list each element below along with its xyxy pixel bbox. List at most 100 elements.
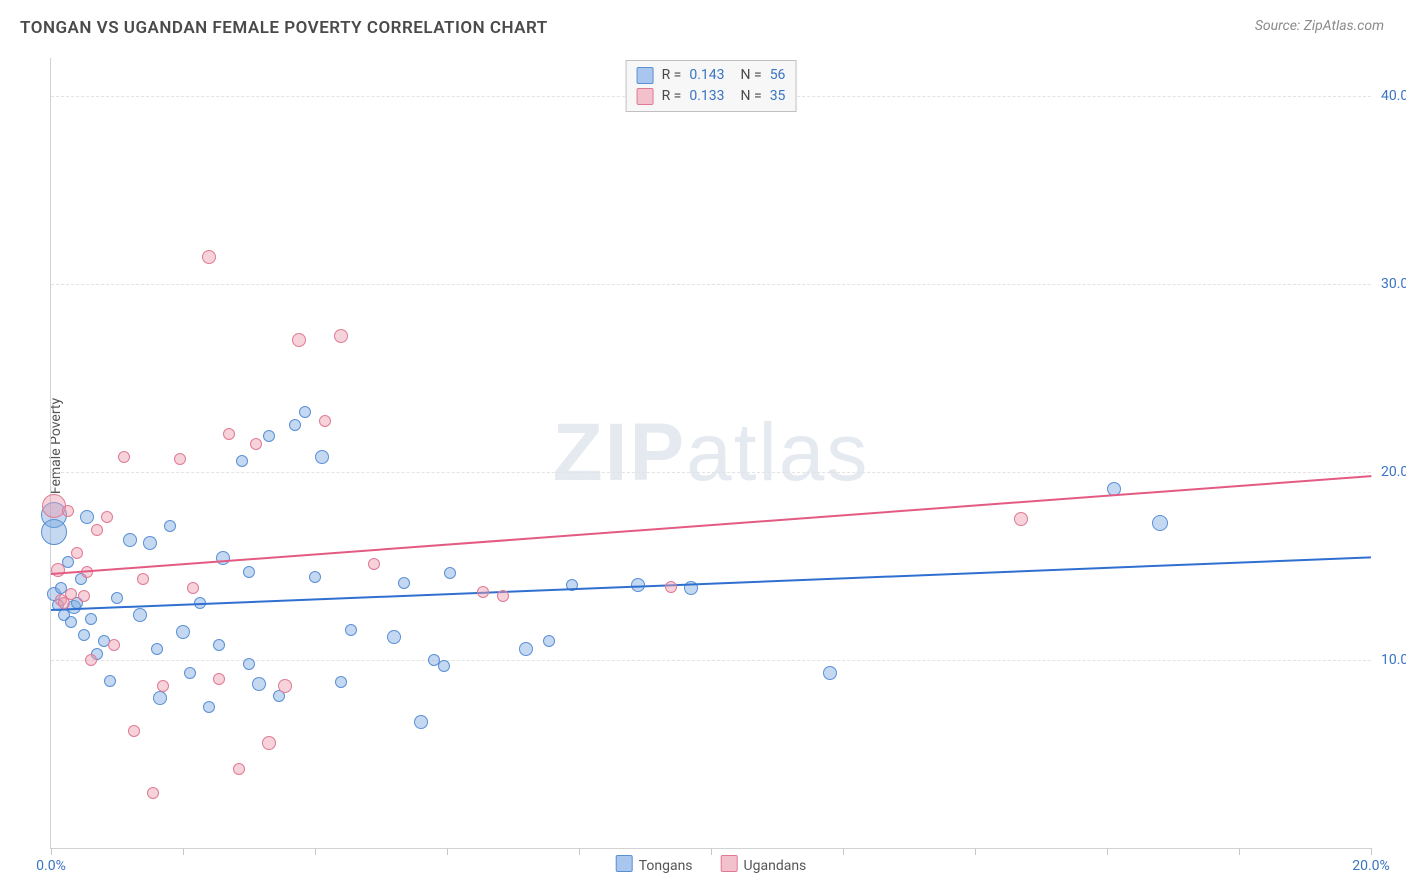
legend-n-label: N = — [741, 65, 762, 86]
trend-line — [51, 476, 1371, 576]
scatter-point — [252, 677, 266, 691]
gridline-horizontal — [51, 284, 1371, 285]
x-tick-label: 20.0% — [1352, 858, 1390, 874]
scatter-point — [543, 635, 555, 647]
legend-label: Ugandans — [744, 858, 807, 874]
scatter-point — [202, 250, 216, 264]
scatter-point — [278, 679, 292, 693]
scatter-point — [123, 533, 137, 547]
scatter-point — [335, 676, 347, 688]
legend-r-value: 0.143 — [689, 65, 724, 86]
scatter-point — [85, 654, 97, 666]
legend-swatch — [616, 855, 633, 872]
chart-plot-area: ZIPatlas 10.0%20.0%30.0%40.0%0.0%20.0%R … — [50, 58, 1371, 849]
scatter-point — [414, 715, 428, 729]
gridline-horizontal — [51, 472, 1371, 473]
legend-n-value: 35 — [770, 86, 786, 107]
scatter-point — [176, 625, 190, 639]
x-tick — [1107, 848, 1108, 855]
scatter-point — [315, 450, 329, 464]
scatter-point — [223, 428, 235, 440]
scatter-point — [153, 691, 167, 705]
x-tick-label: 0.0% — [36, 858, 66, 874]
legend-item: Ugandans — [721, 855, 807, 874]
scatter-point — [345, 624, 357, 636]
legend-swatch — [721, 855, 738, 872]
scatter-point — [151, 643, 163, 655]
scatter-point — [243, 566, 255, 578]
x-tick — [579, 848, 580, 855]
x-tick — [447, 848, 448, 855]
watermark: ZIPatlas — [553, 406, 870, 500]
legend-swatch — [637, 88, 654, 105]
scatter-point — [289, 419, 301, 431]
scatter-point — [143, 536, 157, 550]
scatter-point — [299, 406, 311, 418]
scatter-point — [233, 763, 245, 775]
legend-n-value: 56 — [770, 65, 786, 86]
scatter-point — [65, 588, 77, 600]
scatter-point — [62, 505, 74, 517]
scatter-point — [128, 725, 140, 737]
scatter-point — [216, 551, 230, 565]
scatter-point — [78, 629, 90, 641]
scatter-point — [444, 567, 456, 579]
scatter-point — [262, 736, 276, 750]
x-tick — [1371, 848, 1372, 855]
scatter-point — [101, 511, 113, 523]
scatter-point — [157, 680, 169, 692]
scatter-point — [85, 613, 97, 625]
x-tick — [315, 848, 316, 855]
legend-r-label: R = — [662, 86, 682, 107]
legend-item: Tongans — [616, 855, 693, 874]
source-label: Source: ZipAtlas.com — [1255, 18, 1384, 34]
correlation-legend: R =0.143N =56R =0.133N =35 — [626, 60, 797, 112]
scatter-point — [184, 667, 196, 679]
scatter-point — [164, 520, 176, 532]
y-tick-label: 40.0% — [1375, 88, 1406, 104]
y-tick-label: 30.0% — [1375, 276, 1406, 292]
scatter-point — [250, 438, 262, 450]
scatter-point — [398, 577, 410, 589]
scatter-point — [665, 581, 677, 593]
scatter-point — [438, 660, 450, 672]
scatter-point — [41, 519, 67, 545]
scatter-point — [203, 701, 215, 713]
scatter-point — [174, 453, 186, 465]
legend-row: R = 0.143 N = 56 — [637, 65, 786, 86]
x-tick — [975, 848, 976, 855]
y-tick-label: 10.0% — [1375, 652, 1406, 668]
scatter-point — [213, 639, 225, 651]
scatter-point — [519, 642, 533, 656]
scatter-point — [319, 415, 331, 427]
scatter-point — [236, 455, 248, 467]
scatter-point — [137, 573, 149, 585]
scatter-point — [108, 639, 120, 651]
legend-swatch — [637, 67, 654, 84]
scatter-point — [133, 608, 147, 622]
scatter-point — [823, 666, 837, 680]
scatter-point — [104, 675, 116, 687]
scatter-point — [292, 333, 306, 347]
scatter-point — [80, 510, 94, 524]
scatter-point — [187, 582, 199, 594]
legend-r-label: R = — [662, 65, 682, 86]
x-tick — [183, 848, 184, 855]
scatter-point — [118, 451, 130, 463]
scatter-point — [213, 673, 225, 685]
scatter-point — [147, 787, 159, 799]
scatter-point — [111, 592, 123, 604]
scatter-point — [368, 558, 380, 570]
scatter-point — [309, 571, 321, 583]
x-tick — [1239, 848, 1240, 855]
scatter-point — [243, 658, 255, 670]
legend-n-label: N = — [741, 86, 762, 107]
scatter-point — [263, 430, 275, 442]
scatter-point — [477, 586, 489, 598]
scatter-point — [334, 329, 348, 343]
chart-title: TONGAN VS UGANDAN FEMALE POVERTY CORRELA… — [20, 18, 548, 38]
scatter-point — [387, 630, 401, 644]
series-legend: Tongans Ugandans — [616, 855, 807, 874]
scatter-point — [497, 590, 509, 602]
scatter-point — [91, 524, 103, 536]
